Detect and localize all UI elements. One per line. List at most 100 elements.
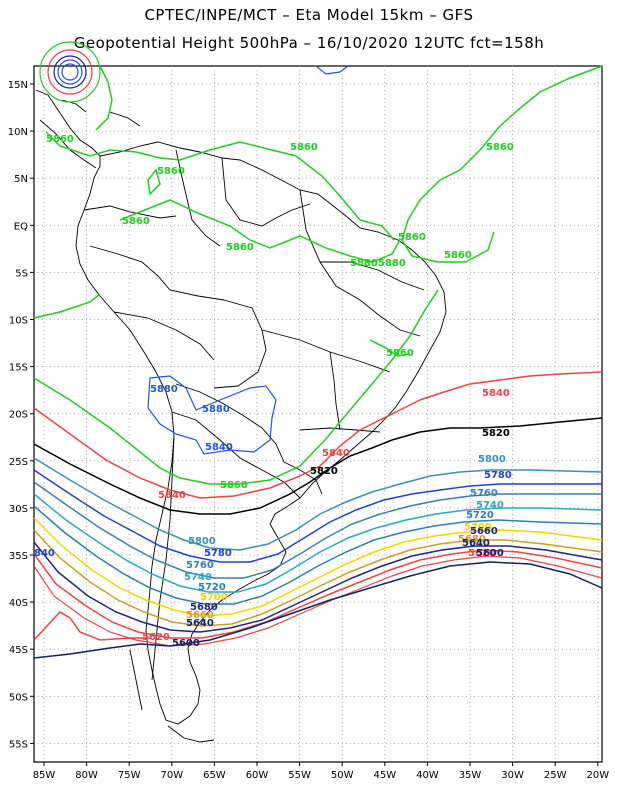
brazil-internal-2 (261, 329, 391, 373)
low-center-ring-2 (57, 59, 83, 85)
contour-label: 5640 (186, 618, 214, 629)
latitude-tick-label: 20S (9, 410, 28, 421)
paraguay-border (175, 383, 285, 463)
longitude-tick-label: 50W (331, 770, 354, 781)
latitude-tick-label: EQ (14, 221, 28, 232)
contour-label: 5840 (205, 442, 233, 453)
contour-label: 5720 (198, 582, 226, 593)
contour-5860-north (45, 131, 395, 241)
contour-labels: 5860 5860 5860 5860 5860 5860 5860 5860 … (34, 134, 514, 649)
contour-5760 (33, 481, 602, 579)
peru-bolivia-border (113, 311, 215, 361)
contour-5880-continental (147, 375, 277, 455)
contour-5660-navy (33, 541, 603, 633)
latitude-tick-labels: 15N 10N 5N EQ 5S 10S 15S 20S 25S 30S 35S 40S 45S 50S 5… (8, 80, 34, 750)
contour-5780 (33, 469, 602, 563)
brazil-internal-5 (329, 351, 341, 431)
contour-label: 5860 (398, 232, 426, 243)
contour-label: 5840 (322, 448, 350, 459)
contour-label: 5860 (122, 216, 150, 227)
longitude-tick-label: 45W (373, 770, 396, 781)
contour-5860-south (33, 289, 439, 485)
guianas-border (275, 203, 311, 219)
longitude-tick-label: 55W (288, 770, 311, 781)
contour-label: 5860 (486, 142, 514, 153)
contour-5620 (33, 555, 603, 647)
uruguay-border (283, 461, 323, 495)
longitude-tick-labels: 85W 80W 75W 70W 65W 60W 55W 50W 45W 40W 35W 30W 25W 2… (33, 762, 609, 781)
latitude-tick-label: 25S (9, 457, 28, 468)
latitude-tick-label: 40S (9, 598, 28, 609)
contour-5640 (33, 549, 603, 639)
contour-label: 5700 (464, 522, 492, 533)
chilean-archipelago (129, 649, 143, 711)
contour-label: 5860 (444, 250, 472, 261)
latitude-tick-label: 50S (9, 692, 28, 703)
low-center-ring-3 (53, 55, 87, 89)
contour-5860-caribbean (95, 65, 113, 131)
longitude-tick-label: 60W (246, 770, 269, 781)
latitude-tick-label: 5N (14, 174, 28, 185)
brazil-internal-1 (299, 189, 337, 287)
contour-label: 5860 (290, 142, 318, 153)
colombia-ecuador-border (83, 205, 177, 219)
contour-label: 5800 (478, 454, 506, 465)
contour-label: 5600 (172, 638, 200, 649)
tierra-del-fuego (167, 725, 215, 743)
contour-label: 5860 (157, 166, 185, 177)
contour-5620-west (33, 611, 150, 641)
latitude-tick-label: 35S (9, 551, 28, 562)
south-america-coastline (75, 141, 447, 725)
latitude-tick-label: 30S (9, 504, 28, 515)
contour-label: 5840 (158, 490, 186, 501)
chile-argentina-border (151, 435, 175, 681)
contour-5860-east (369, 339, 411, 357)
contour-label: 840 (34, 548, 55, 559)
contour-label: 5840 (482, 388, 510, 399)
latitude-tick-label: 15N (8, 80, 28, 91)
contour-label: 5600 (476, 548, 504, 559)
height-contours (33, 41, 603, 659)
contour-5880-north (315, 65, 349, 75)
contour-label: 5660 (186, 610, 214, 621)
longitude-tick-label: 40W (416, 770, 439, 781)
contour-label: 5880 (378, 258, 406, 269)
contour-label: 5720 (466, 510, 494, 521)
venezuela-guyana-border (221, 157, 277, 227)
longitude-tick-label: 20W (586, 770, 609, 781)
latitude-tick-label: 15S (9, 363, 28, 374)
contour-label: 5780 (484, 470, 512, 481)
contour-label: 5740 (476, 500, 504, 511)
brazil-internal-6 (299, 427, 381, 433)
longitude-tick-label: 85W (33, 770, 56, 781)
longitude-tick-label: 75W (118, 770, 141, 781)
contour-label: 5860 (220, 480, 248, 491)
contour-label: 5660 (470, 526, 498, 537)
longitude-tick-label: 80W (75, 770, 98, 781)
map-title: CPTEC/INPE/MCT – Eta Model 15km – GFS (144, 6, 474, 24)
contour-5720-blue (33, 505, 603, 605)
contour-5860-equator (119, 199, 401, 263)
graticule (34, 66, 602, 762)
contour-label: 5620 (142, 632, 170, 643)
contour-label: 5760 (470, 488, 498, 499)
brazil-internal-3 (335, 285, 421, 337)
longitude-tick-label: 30W (501, 770, 524, 781)
colombia-venezuela-border (175, 149, 221, 247)
contour-label: 5860 (46, 134, 74, 145)
contour-label: 5800 (188, 536, 216, 547)
contour-label: 5880 (202, 404, 230, 415)
map-subtitle: Geopotential Height 500hPa – 16/10/2020 … (73, 34, 545, 52)
contour-label: 5620 (468, 548, 496, 559)
low-center-ring-4 (47, 49, 93, 95)
longitude-tick-label: 70W (160, 770, 183, 781)
contour-label: 5680 (190, 602, 218, 613)
longitude-tick-label: 35W (459, 770, 482, 781)
latitude-tick-label: 5S (15, 268, 28, 279)
contour-label: 5740 (184, 572, 212, 583)
contour-5860-west (33, 293, 101, 319)
contour-label: 5820 (482, 428, 510, 439)
contour-label: 5760 (186, 560, 214, 571)
contour-label: 5820 (310, 466, 338, 477)
